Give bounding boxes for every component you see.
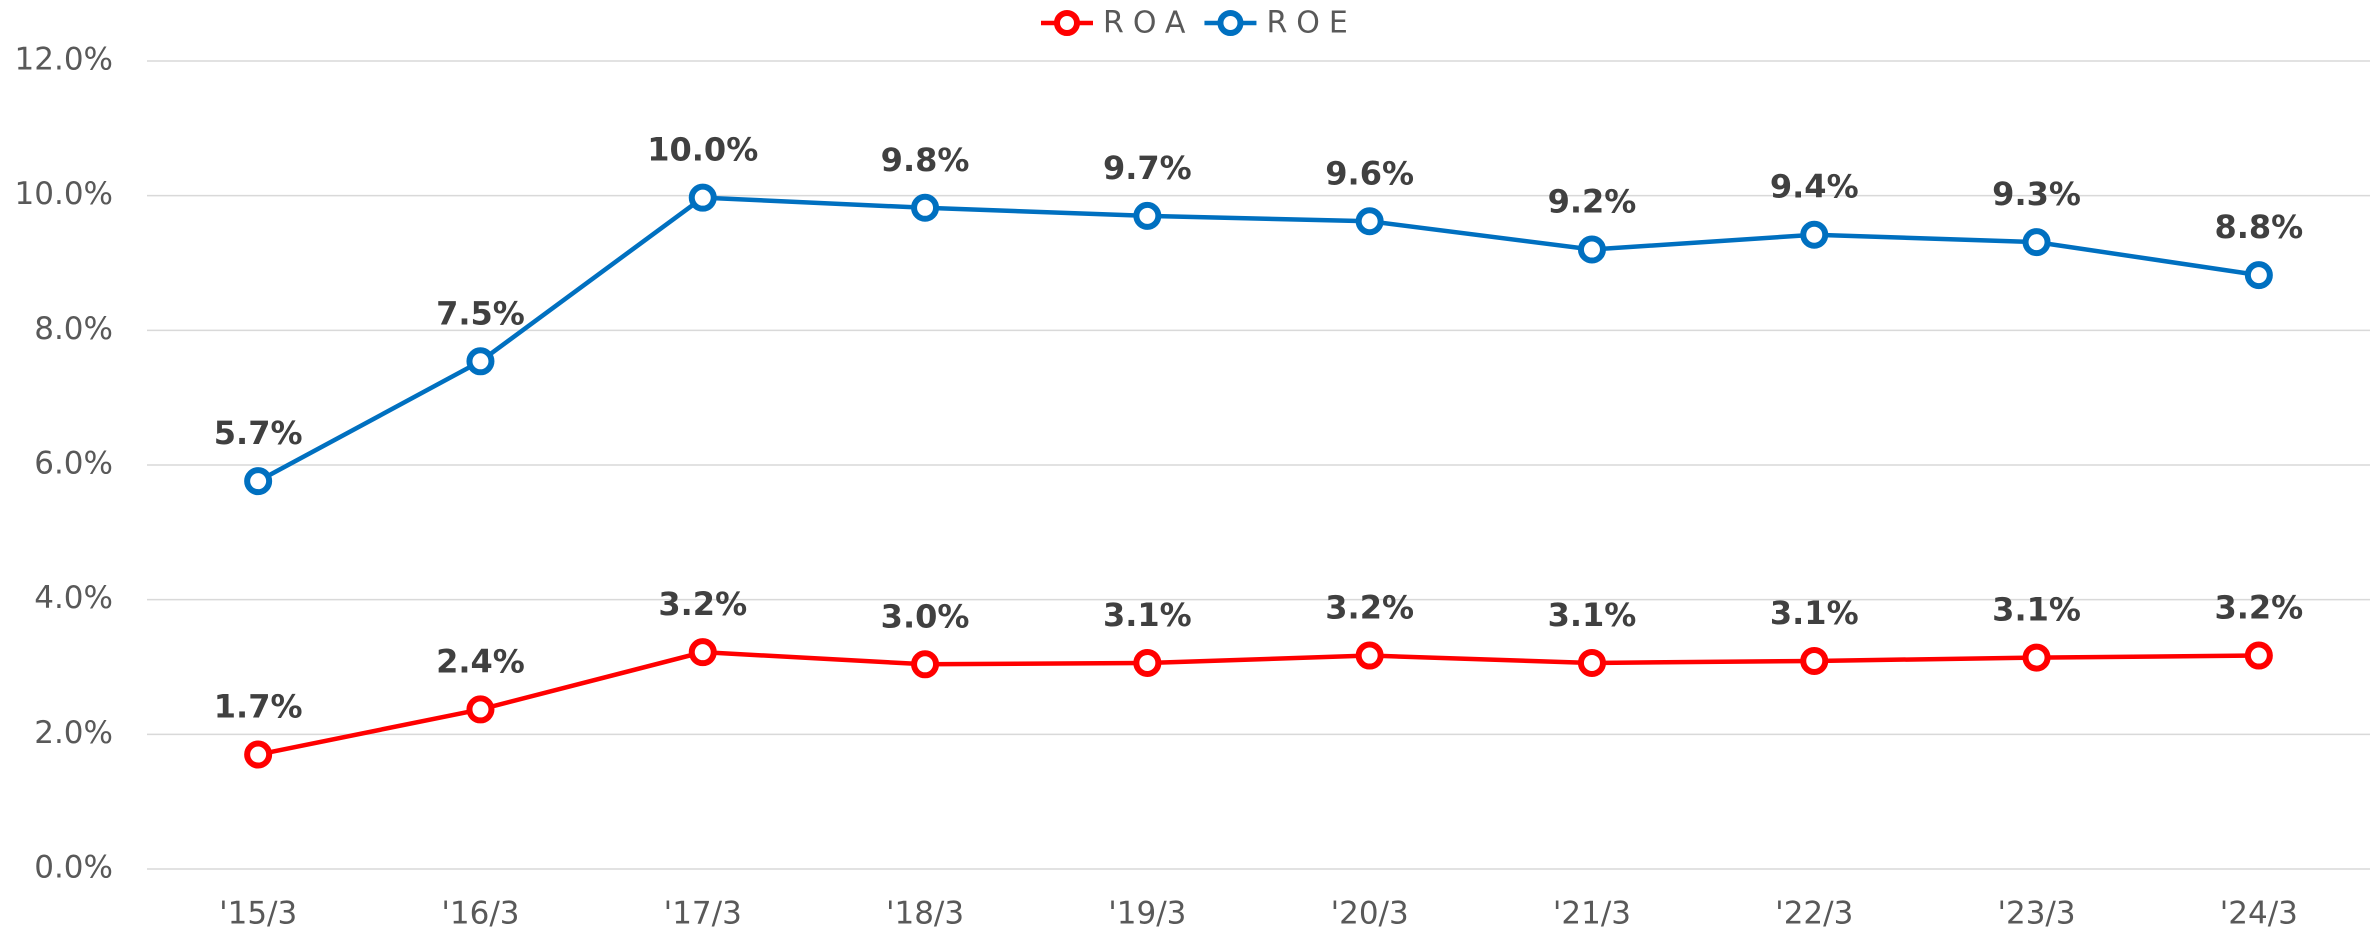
legend-label: ROE	[1266, 6, 1356, 41]
data-label: 9.7%	[1103, 149, 1192, 187]
y-tick-label: 8.0%	[34, 311, 113, 347]
data-label: 3.2%	[658, 585, 747, 623]
data-label: 3.0%	[881, 597, 970, 635]
data-label: 3.2%	[1325, 589, 1414, 627]
data-label: 8.8%	[2214, 208, 2303, 246]
x-tick-label: '22/3	[1775, 896, 1853, 932]
legend-label: ROA	[1103, 6, 1194, 41]
data-label: 9.2%	[1548, 183, 1637, 221]
point	[2244, 261, 2273, 290]
x-tick-label: '19/3	[1108, 896, 1186, 932]
point	[244, 467, 273, 496]
point	[1577, 235, 1606, 264]
x-tick-label: '16/3	[441, 896, 519, 932]
point	[1800, 220, 1829, 249]
x-tick-label: '17/3	[664, 896, 742, 932]
data-label: 1.7%	[214, 688, 303, 726]
legend-marker	[1217, 10, 1244, 36]
data-label: 9.3%	[1992, 175, 2081, 213]
data-label: 10.0%	[647, 131, 758, 169]
legend-marker	[1054, 10, 1080, 36]
data-label: 9.4%	[1770, 168, 1859, 206]
data-label: 9.6%	[1325, 154, 1414, 192]
data-label: 3.1%	[1770, 594, 1859, 632]
point	[466, 347, 495, 376]
data-label: 3.1%	[1548, 596, 1637, 634]
x-tick-label: '23/3	[1997, 896, 2075, 932]
data-label: 7.5%	[436, 294, 525, 332]
point	[911, 650, 940, 679]
point	[1133, 201, 1162, 230]
point	[2244, 641, 2273, 670]
point	[466, 695, 495, 724]
y-tick-label: 0.0%	[34, 850, 113, 886]
series-line	[257, 649, 2259, 757]
point	[688, 183, 717, 212]
y-tick-label: 12.0%	[15, 42, 113, 78]
point	[1800, 646, 1829, 675]
x-tick-label: '24/3	[2220, 896, 2298, 932]
data-label: 9.8%	[881, 141, 970, 179]
y-tick-label: 6.0%	[34, 446, 113, 482]
data-label: 3.1%	[1103, 596, 1192, 634]
x-tick-label: '15/3	[219, 896, 297, 932]
point	[2022, 228, 2051, 257]
point	[688, 638, 717, 667]
point	[1355, 207, 1384, 236]
point	[1355, 641, 1384, 670]
data-label: 5.7%	[214, 414, 303, 452]
x-tick-label: '21/3	[1553, 896, 1631, 932]
data-label: 3.2%	[2214, 589, 2303, 627]
y-tick-label: 10.0%	[15, 176, 113, 212]
x-tick-label: '20/3	[1331, 896, 1409, 932]
y-tick-label: 2.0%	[34, 715, 113, 751]
point	[244, 740, 273, 769]
data-label: 2.4%	[436, 642, 525, 680]
series-line	[257, 195, 2260, 484]
y-tick-label: 4.0%	[34, 580, 113, 616]
point	[2022, 643, 2051, 672]
data-label: 3.1%	[1992, 591, 2081, 629]
point	[911, 193, 940, 222]
point	[1133, 648, 1162, 677]
x-tick-label: '18/3	[886, 896, 964, 932]
point	[1577, 648, 1606, 677]
